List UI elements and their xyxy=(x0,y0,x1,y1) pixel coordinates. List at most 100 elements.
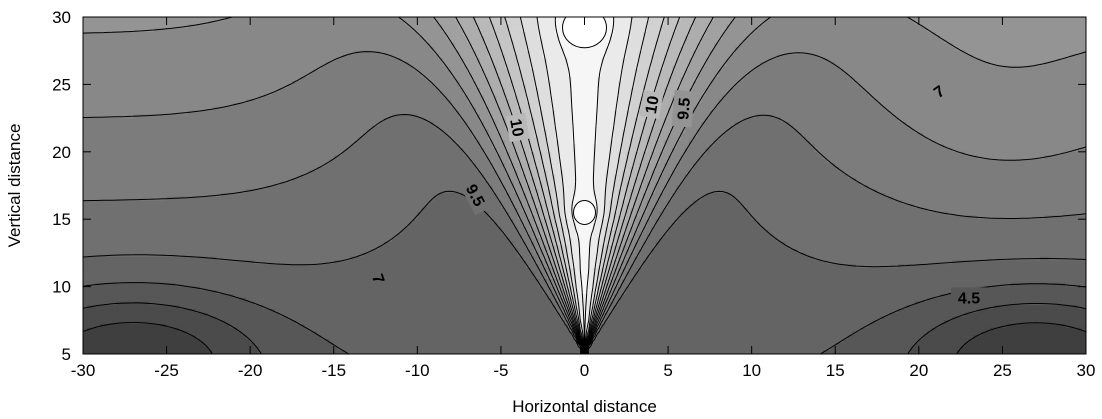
contour-cell xyxy=(91,91,97,97)
contour-cell xyxy=(183,61,189,67)
contour-cell xyxy=(1031,73,1037,78)
contour-cell xyxy=(701,61,707,67)
contour-cell xyxy=(1019,61,1024,67)
contour-cell xyxy=(622,24,627,29)
contour-cell xyxy=(739,69,744,74)
contour-cell xyxy=(994,88,999,93)
contour-cell xyxy=(241,17,247,22)
contour-cell xyxy=(806,46,811,52)
contour-cell xyxy=(981,50,987,56)
contour-cell xyxy=(108,91,113,97)
contour-cell xyxy=(605,58,611,63)
contour-cell xyxy=(287,31,293,37)
contour-cell xyxy=(542,80,548,85)
contour-cell xyxy=(204,88,209,93)
contour-cell xyxy=(396,58,402,63)
contour-cell xyxy=(367,31,372,37)
contour-cell xyxy=(751,88,757,93)
contour-cell xyxy=(785,20,790,26)
contour-cell xyxy=(998,54,1004,59)
contour-cell xyxy=(312,31,318,37)
contour-cell xyxy=(158,35,163,41)
contour-cell xyxy=(112,80,118,85)
contour-cell xyxy=(542,73,548,78)
contour-cell xyxy=(392,35,398,41)
contour-cell xyxy=(1048,39,1054,44)
contour-cell xyxy=(128,20,134,26)
contour-cell xyxy=(851,24,857,29)
contour-cell xyxy=(747,35,753,41)
contour-cell xyxy=(1073,31,1079,37)
contour-cell xyxy=(555,69,561,74)
contour-cell xyxy=(350,76,356,82)
contour-cell xyxy=(425,35,431,41)
contour-cell xyxy=(170,88,176,93)
contour-cell xyxy=(651,69,657,74)
contour-cell xyxy=(521,20,527,26)
contour-cell xyxy=(701,84,707,89)
contour-cell xyxy=(128,91,134,97)
contour-cell xyxy=(1048,28,1054,33)
contour-cell xyxy=(914,69,920,74)
contour-cell xyxy=(801,17,807,22)
contour-cell xyxy=(195,73,201,78)
contour-cell xyxy=(998,80,1004,85)
contour-cell xyxy=(994,58,999,63)
contour-cell xyxy=(291,20,297,26)
contour-cell xyxy=(383,73,389,78)
contour-cell xyxy=(212,69,218,74)
contour-cell xyxy=(195,61,201,67)
contour-cell xyxy=(977,73,983,78)
contour-cell xyxy=(1065,73,1070,78)
contour-cell xyxy=(375,43,381,48)
contour-cell xyxy=(555,43,561,48)
contour-cell xyxy=(1044,58,1049,63)
contour-cell xyxy=(329,54,335,59)
contour-cell xyxy=(668,91,673,97)
contour-cell xyxy=(801,43,807,48)
contour-cell xyxy=(835,88,841,93)
contour-cell xyxy=(546,65,552,71)
contour-cell xyxy=(663,31,669,37)
contour-cell xyxy=(981,84,987,89)
contour-cell xyxy=(325,73,331,78)
contour-cell xyxy=(697,17,703,22)
contour-cell xyxy=(128,73,134,78)
contour-cell xyxy=(851,84,857,89)
contour-cell xyxy=(751,76,757,82)
contour-cell xyxy=(605,73,611,78)
contour-cell xyxy=(877,61,882,67)
contour-cell xyxy=(906,20,912,26)
contour-cell xyxy=(133,28,138,33)
contour-cell xyxy=(964,24,970,29)
contour-cell xyxy=(676,65,682,71)
contour-cell xyxy=(204,84,209,89)
contour-cell xyxy=(943,76,949,82)
contour-cell xyxy=(375,17,381,22)
contour-cell xyxy=(296,24,301,29)
contour-cell xyxy=(860,35,866,41)
contour-cell xyxy=(408,20,414,26)
contour-cell xyxy=(885,20,891,26)
contour-cell xyxy=(814,91,820,97)
contour-cell xyxy=(367,17,372,22)
contour-cell xyxy=(1031,69,1037,74)
contour-cell xyxy=(250,46,255,52)
contour-cell xyxy=(484,65,489,71)
contour-cell xyxy=(551,24,556,29)
contour-cell xyxy=(563,61,569,67)
contour-cell xyxy=(956,88,962,93)
contour-cell xyxy=(601,76,606,82)
contour-cell xyxy=(245,84,251,89)
contour-cell xyxy=(275,17,281,22)
contour-cell xyxy=(822,50,828,56)
contour-cell xyxy=(847,20,853,26)
contour-cell xyxy=(312,46,318,52)
contour-cell xyxy=(1044,43,1049,48)
contour-cell xyxy=(655,61,661,67)
contour-cell xyxy=(162,20,168,26)
contour-cell xyxy=(647,24,652,29)
contour-cell xyxy=(154,58,159,63)
contour-cell xyxy=(1040,39,1045,44)
contour-cell xyxy=(429,65,435,71)
